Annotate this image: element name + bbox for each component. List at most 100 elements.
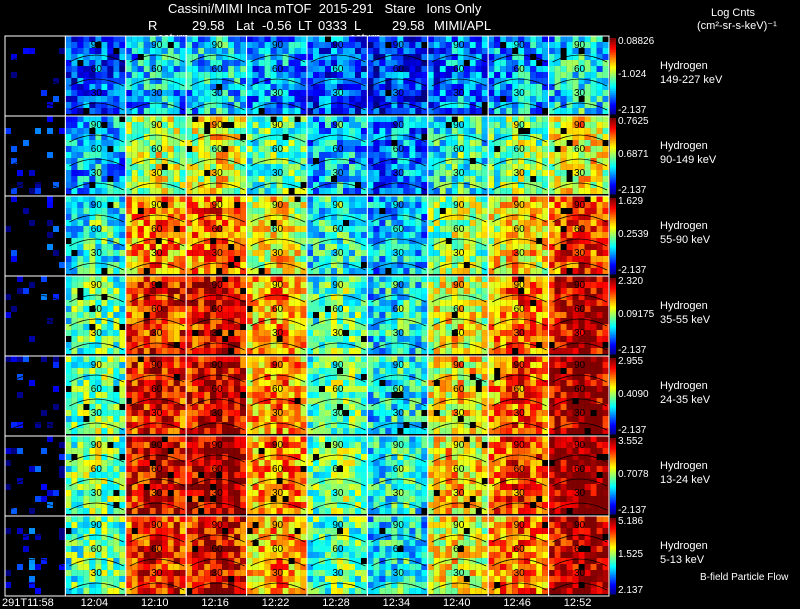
grid-tick-label: 30 (393, 168, 405, 179)
grid-tick-label: 90 (574, 520, 586, 531)
grid-tick-label: 30 (91, 168, 103, 179)
colorbar (610, 118, 616, 195)
grid-tick-label: 90 (574, 200, 586, 211)
heatmap-cell: 90 60 30 (246, 515, 308, 597)
grid-tick-label: 90 (272, 520, 284, 531)
heatmap-cell: 90 60 30 (246, 355, 308, 437)
grid-tick-label: 60 (574, 464, 586, 475)
heatmap-cell: 90 60 30 (366, 435, 429, 517)
colorbar-min-label: -2.137 (618, 505, 647, 516)
heatmap-cell: 90 60 30 (125, 355, 187, 437)
heatmap-cell: 90 60 30 (306, 115, 368, 197)
heatmap-cell: 90 60 30 (185, 115, 248, 197)
grid-tick-label: 60 (212, 144, 224, 155)
heatmap-cell: 90 60 30 (548, 195, 610, 277)
grid-tick-label: 30 (514, 248, 526, 259)
grid-tick-label: 90 (574, 40, 586, 51)
grid-tick-label: 90 (574, 120, 586, 131)
grid-tick-label: 90 (151, 440, 163, 451)
grid-tick-label: 60 (514, 304, 526, 315)
heatmap-cell (4, 35, 66, 117)
colorbar-max-label: 2.320 (618, 276, 644, 287)
grid-tick-label: 90 (514, 40, 526, 51)
plot-title: Cassini/MIMI Inca mTOF 2015-291 Stare Io… (168, 1, 482, 16)
heatmap-cell: 90 60 30 (246, 35, 308, 117)
time-tick-label: 291T11:58 (2, 597, 54, 609)
time-tick-label: 12:34 (382, 597, 411, 609)
grid-tick-label: 90 (453, 280, 465, 291)
colorbar-max-label: 2.955 (618, 356, 644, 367)
grid-tick-label: 60 (272, 464, 284, 475)
panel-species-label: Hydrogen (660, 220, 708, 232)
grid-tick-label: 60 (332, 144, 344, 155)
grid-tick-label: 90 (453, 200, 465, 211)
grid-tick-label: 60 (574, 224, 586, 235)
heatmap-cell: 90 60 30 (185, 35, 248, 117)
colorbar-mid-label: -1.024 (618, 68, 647, 80)
grid-tick-label: 60 (272, 144, 284, 155)
grid-tick-label: 90 (151, 120, 163, 131)
heatmap-cell (4, 435, 66, 517)
grid-tick-label: 30 (272, 328, 284, 339)
grid-tick-label: 90 (151, 360, 163, 371)
grid-tick-label: 30 (332, 88, 344, 99)
grid-tick-label: 60 (453, 224, 465, 235)
grid-tick-label: 90 (574, 440, 586, 451)
heatmap-cell: 90 60 30 (427, 115, 489, 197)
grid-tick-label: 30 (574, 248, 586, 259)
grid-tick-label: 30 (272, 568, 284, 579)
grid-tick-label: 30 (453, 88, 465, 99)
grid-tick-label: 90 (332, 40, 344, 51)
heatmap-cell: 90 60 30 (306, 195, 368, 277)
grid-tick-label: 30 (212, 488, 224, 499)
colorbar-mid-label: 0.2539 (618, 228, 649, 240)
heatmap-cell: 90 60 30 (427, 435, 489, 517)
heatmap-cell: 90 60 30 (306, 355, 368, 437)
colorbar-mid-label: 0.09175 (618, 308, 655, 320)
colorbar (610, 518, 616, 595)
panel-energy-label: 24-35 keV (660, 394, 711, 406)
grid-tick-label: 90 (453, 120, 465, 131)
subtitle-l-value: 29.58 (392, 18, 425, 33)
grid-tick-label: 60 (393, 384, 405, 395)
grid-tick-label: 60 (151, 384, 163, 395)
colorbar (610, 198, 616, 275)
colorbar-max-label: 1.629 (618, 196, 644, 207)
grid-tick-label: 30 (574, 168, 586, 179)
panel-species-label: Hydrogen (660, 300, 708, 312)
grid-tick-label: 30 (212, 88, 224, 99)
panel-energy-label: 90-149 keV (660, 154, 717, 166)
heatmap-cell: 90 60 30 (427, 35, 489, 117)
grid-tick-label: 90 (453, 440, 465, 451)
time-tick-label: 12:22 (261, 597, 290, 609)
colorbar-mid-label: 0.6871 (618, 148, 649, 160)
heatmap-cell: 90 60 30 (366, 275, 429, 357)
grid-tick-label: 30 (574, 328, 586, 339)
grid-tick-label: 30 (151, 408, 163, 419)
grid-tick-label: 30 (393, 328, 405, 339)
grid-tick-label: 30 (151, 168, 163, 179)
grid-tick-label: 30 (91, 408, 103, 419)
grid-tick-label: 30 (453, 248, 465, 259)
grid-tick-label: 60 (91, 144, 103, 155)
grid-tick-label: 30 (151, 88, 163, 99)
grid-tick-label: 90 (91, 440, 103, 451)
heatmap-cell: 90 60 30 (306, 275, 368, 357)
grid-tick-label: 30 (453, 168, 465, 179)
heatmap-cell: 90 60 30 (366, 35, 429, 117)
grid-tick-label: 60 (272, 304, 284, 315)
grid-tick-label: 90 (212, 360, 224, 371)
heatmap-cell: 90 60 30 (246, 275, 308, 357)
grid-tick-label: 30 (272, 168, 284, 179)
grid-tick-label: 60 (91, 64, 103, 75)
heatmap-cell: 90 60 30 (487, 435, 550, 517)
colorbar (610, 38, 616, 115)
grid-tick-label: 30 (453, 488, 465, 499)
grid-tick-label: 30 (514, 88, 526, 99)
heatmap-cell (4, 115, 66, 197)
grid-tick-label: 30 (91, 488, 103, 499)
subtitle-lt-value: 0333 (318, 18, 347, 33)
panel-species-label: Hydrogen (660, 460, 708, 472)
grid-tick-label: 60 (393, 224, 405, 235)
